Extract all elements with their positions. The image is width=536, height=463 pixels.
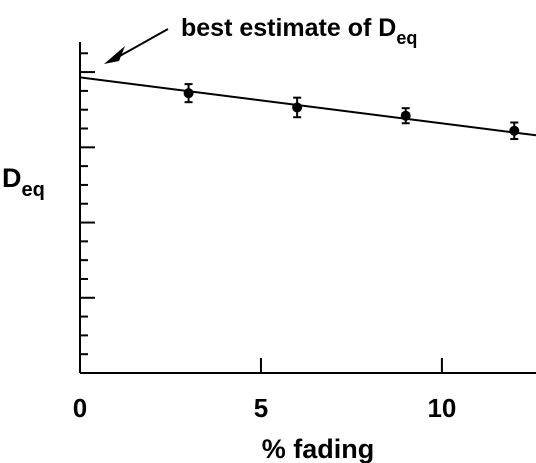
data-point [509, 121, 520, 141]
x-axis-label: % fading [262, 434, 375, 463]
annotation-arrow [104, 28, 169, 64]
y-axis-label-subscript: eq [22, 179, 45, 201]
x-tick-label: 0 [73, 393, 87, 423]
data-point-marker [400, 110, 411, 121]
data-point-marker [183, 88, 194, 99]
x-tick-label: 10 [427, 393, 456, 423]
annotation-subscript: eq [396, 28, 417, 48]
fit-line [79, 76, 536, 137]
y-axis-label: Deq [2, 163, 45, 201]
annotation-text: best estimate of Deq [181, 14, 417, 48]
y-axis-ticks [80, 52, 95, 356]
data-point [292, 96, 303, 119]
x-tick-label: 5 [254, 393, 268, 423]
data-point-marker [509, 125, 520, 136]
annotation-arrow-shaft [117, 28, 169, 58]
data-point-marker [292, 102, 303, 113]
data-point [400, 107, 411, 125]
data-series [183, 83, 520, 141]
annotation-arrow-head [104, 46, 125, 64]
data-point [183, 83, 194, 104]
x-axis-ticks: 0 5 10 [73, 358, 456, 423]
